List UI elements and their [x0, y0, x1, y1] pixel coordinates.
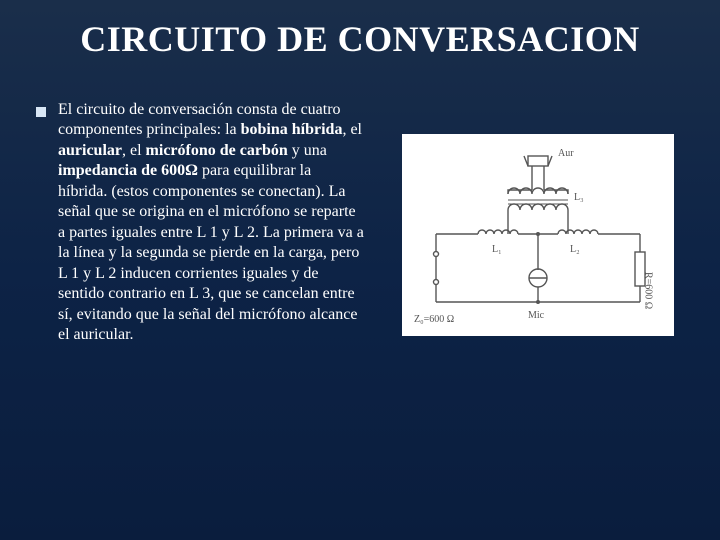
svg-text:L₃: L₃: [574, 192, 584, 203]
circuit-svg: Aur L₃ L₁ L₂ Z₀=600 Ω R=600 Ω Mic: [402, 134, 674, 336]
svg-text:R=600 Ω: R=600 Ω: [643, 272, 654, 309]
svg-text:L₁: L₁: [492, 244, 502, 255]
slide-content: El circuito de conversación consta de cu…: [0, 60, 720, 346]
bold-bobina: bobina híbrida: [241, 121, 343, 138]
slide-title: CIRCUITO DE CONVERSACION: [0, 0, 720, 60]
body-rest: para equilibrar la híbrida. (estos compo…: [58, 162, 364, 343]
svg-text:Mic: Mic: [528, 310, 545, 321]
bold-auricular: auricular: [58, 142, 122, 159]
body-paragraph: El circuito de conversación consta de cu…: [58, 100, 364, 346]
body-mid2: , el: [122, 142, 146, 159]
text-column: El circuito de conversación consta de cu…: [36, 100, 364, 346]
bold-impedancia: impedancia de 600Ω: [58, 162, 198, 179]
svg-text:Z₀=600 Ω: Z₀=600 Ω: [414, 314, 454, 325]
svg-text:Aur: Aur: [558, 148, 574, 159]
bullet-icon: [36, 107, 46, 117]
bold-microfono: micrófono de carbón: [146, 142, 288, 159]
diagram-column: Aur L₃ L₁ L₂ Z₀=600 Ω R=600 Ω Mic: [392, 100, 684, 346]
body-mid1: , el: [342, 121, 362, 138]
svg-text:L₂: L₂: [570, 244, 580, 255]
body-mid3: y una: [288, 142, 327, 159]
circuit-diagram: Aur L₃ L₁ L₂ Z₀=600 Ω R=600 Ω Mic: [402, 134, 674, 336]
